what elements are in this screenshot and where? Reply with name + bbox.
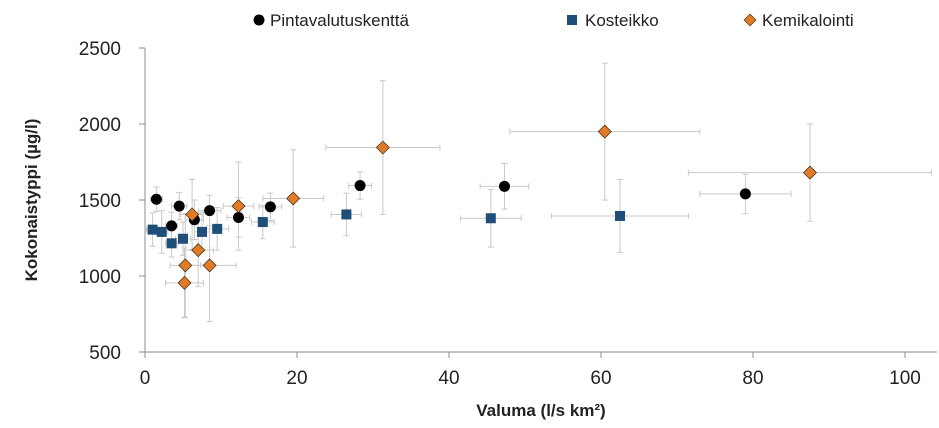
data-point-kemikalointi	[803, 165, 817, 180]
data-point-kemikalointi	[185, 207, 200, 222]
x-tick-label: 80	[742, 368, 763, 389]
x-tick-label: 40	[438, 368, 459, 389]
x-tick-label: 0	[140, 368, 151, 389]
data-point-kemikalointi	[286, 191, 301, 206]
data-point-kemikalointi	[191, 243, 206, 258]
data-point-kemikalointi	[231, 199, 246, 214]
data-point-kemikalointi	[597, 124, 612, 139]
data-point-kosteikko	[147, 224, 158, 235]
y-ticks: 500 1000 1500 2000 2500	[79, 39, 145, 364]
x-tick-label: 60	[590, 368, 611, 389]
legend-label-pintavalutuskentta: Pintavalutuskenttä	[270, 11, 409, 30]
axes	[144, 48, 937, 353]
data-point-pintavalutuskentt-	[204, 205, 216, 217]
data-point-kemikalointi	[177, 275, 192, 290]
y-axis-title: Kokonaistyppi (µg/l)	[22, 119, 41, 282]
data-point-kosteikko	[197, 226, 207, 237]
x-tick-label: 20	[286, 368, 307, 389]
data-point-kosteikko	[257, 217, 268, 228]
y-tick-label: 500	[89, 343, 121, 364]
data-point-pintavalutuskentt-	[739, 188, 751, 200]
y-tick-label: 2000	[79, 115, 121, 136]
x-ticks: 0 20 40 60 80 100	[140, 352, 921, 389]
legend-marker-kemikalointi	[743, 13, 757, 27]
legend: Pintavalutuskenttä Kosteikko Kemikaloint…	[253, 11, 854, 30]
data-point-pintavalutuskentt-	[232, 211, 244, 223]
y-tick-label: 2500	[79, 39, 121, 60]
data-point-pintavalutuskentt-	[173, 200, 185, 212]
data-point-pintavalutuskentt-	[150, 193, 162, 205]
y-tick-label: 1500	[79, 191, 121, 212]
data-point-kosteikko	[156, 226, 167, 237]
data-point-kosteikko	[166, 238, 177, 249]
data-point-pintavalutuskentt-	[354, 180, 366, 192]
error-bars	[146, 62, 933, 323]
legend-marker-pintavalutuskentta	[253, 14, 265, 26]
data-point-pintavalutuskentt-	[166, 220, 178, 232]
x-tick-label: 100	[889, 368, 921, 389]
data-point-kosteikko	[212, 223, 223, 234]
legend-label-kemikalointi: Kemikalointi	[762, 11, 854, 30]
data-point-kosteikko	[615, 210, 625, 221]
data-point-kosteikko	[485, 213, 496, 224]
data-point-pintavalutuskentt-	[498, 180, 510, 192]
x-axis-title: Valuma (l/s km²)	[476, 401, 605, 420]
data-point-kemikalointi	[178, 258, 193, 273]
data-point-kosteikko	[341, 209, 352, 220]
y-tick-label: 1000	[79, 267, 121, 288]
data-point-kemikalointi	[375, 140, 390, 155]
data-markers	[147, 124, 817, 290]
data-point-kosteikko	[178, 233, 188, 244]
data-point-kemikalointi	[202, 258, 217, 273]
legend-marker-kosteikko	[567, 15, 577, 25]
legend-label-kosteikko: Kosteikko	[585, 11, 659, 30]
data-point-pintavalutuskentt-	[264, 201, 276, 213]
